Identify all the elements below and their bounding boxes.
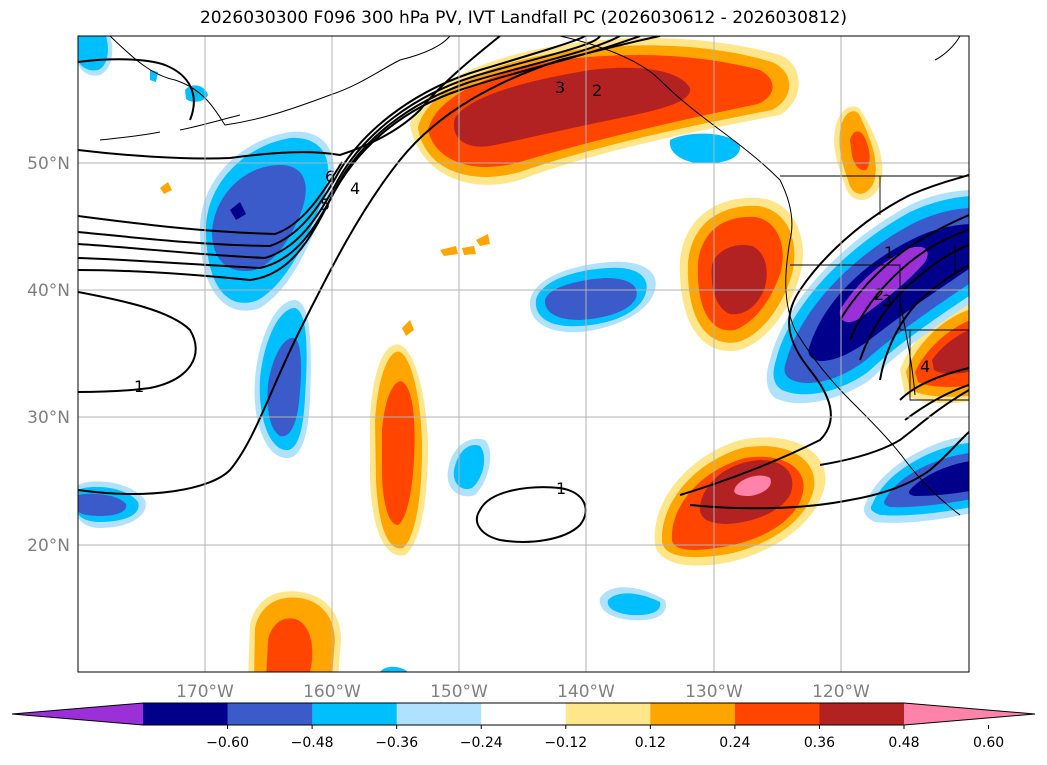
lat-label: 40°N — [27, 281, 70, 301]
contour-label: 6 — [325, 167, 335, 186]
contour-label: 3 — [555, 78, 565, 97]
lat-label: 30°N — [27, 408, 70, 428]
lon-label: 140°W — [557, 682, 615, 702]
colorbar-tick-label: −0.24 — [460, 735, 503, 751]
colorbar-segment — [312, 703, 398, 725]
colorbar: −0.60 −0.48 −0.36 −0.24 −0.12 0.12 0.24 0.36 0.4… — [11, 702, 1036, 751]
longitude-labels: 170°W 160°W 150°W 140°W 130°W 120°W — [176, 682, 870, 702]
colorbar-tick-label: −0.48 — [291, 735, 334, 751]
colorbar-extend-min — [12, 703, 143, 725]
colorbar-tick-label: 0.24 — [719, 735, 750, 751]
lat-label: 20°N — [27, 536, 70, 556]
figure-title: 2026030300 F096 300 hPa PV, IVT Landfall… — [199, 8, 847, 28]
contour-label: 2 — [874, 285, 884, 304]
lat-label: 50°N — [27, 154, 70, 174]
contour-label: 4 — [920, 357, 930, 376]
coastlines — [99, 36, 961, 516]
contour-label: 1 — [884, 243, 894, 262]
contour-label: 4 — [350, 179, 360, 198]
lon-label: 160°W — [303, 682, 361, 702]
lon-label: 170°W — [176, 682, 234, 702]
colorbar-segment — [143, 703, 229, 725]
latitude-labels: 20°N 30°N 40°N 50°N — [27, 154, 70, 556]
colorbar-segment — [396, 703, 482, 725]
colorbar-segment — [481, 703, 567, 725]
colorbar-segment — [565, 703, 651, 725]
negative-anomaly-central-pacific — [529, 261, 656, 333]
positive-anomaly-southwest — [248, 591, 341, 672]
colorbar-extend-max — [904, 703, 1035, 725]
colorbar-tick-label: 0.60 — [973, 735, 1004, 751]
colorbar-segment — [819, 703, 905, 725]
lon-label: 150°W — [430, 682, 488, 702]
contour-label: 5 — [320, 195, 330, 214]
contour-label: 3 — [882, 291, 892, 310]
colorbar-segment — [227, 703, 313, 725]
lon-label: 130°W — [685, 682, 743, 702]
contour-label: 1 — [556, 479, 566, 498]
contour-label: 2 — [592, 81, 602, 100]
colorbar-tick-label: −0.36 — [375, 735, 418, 751]
colorbar-tick-label: −0.60 — [206, 735, 249, 751]
contour-labels: 1 1 2 3 4 5 6 1 2 3 4 — [134, 78, 930, 498]
positive-anomaly-southwest-us — [900, 302, 969, 404]
map-panel: 1 1 2 3 4 5 6 1 2 3 4 — [78, 36, 969, 672]
colorbar-tick-label: −0.12 — [544, 735, 587, 751]
positive-anomaly-inland-northwest — [834, 106, 883, 200]
map-frame — [77, 35, 970, 673]
gridlines — [78, 36, 969, 672]
political-borders — [780, 175, 969, 401]
lon-label: 120°W — [812, 682, 870, 702]
contour-label: 1 — [134, 377, 144, 396]
negative-anomaly-meridional-streak — [254, 300, 311, 459]
colorbar-tick-label: 0.36 — [804, 735, 835, 751]
pv-contours — [78, 36, 969, 543]
colorbar-tick-label: 0.48 — [888, 735, 919, 751]
colorbar-outline — [11, 702, 1036, 726]
colorbar-segment — [650, 703, 736, 725]
colorbar-tick-label: 0.12 — [635, 735, 666, 751]
positive-anomaly-specks — [160, 182, 490, 336]
colorbar-segment — [734, 703, 820, 725]
